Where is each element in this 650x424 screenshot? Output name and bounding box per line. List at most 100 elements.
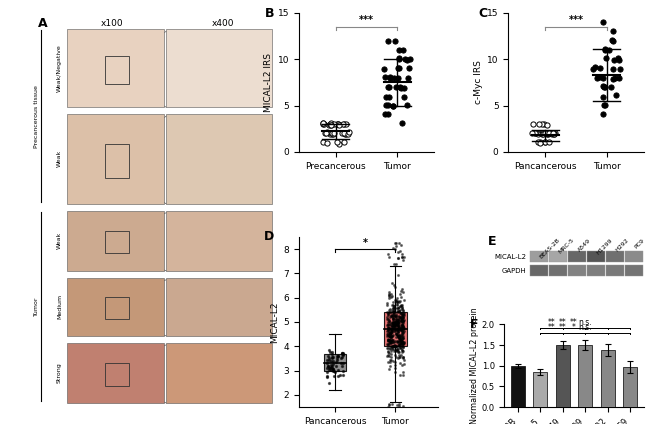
- Point: [326, 351, 337, 357]
- Point: [335, 354, 346, 361]
- Text: x100: x100: [101, 19, 124, 28]
- Point: [405, 56, 415, 63]
- Point: [383, 324, 393, 331]
- Point: [549, 131, 560, 137]
- Point: [610, 75, 620, 81]
- Point: [393, 348, 403, 354]
- Point: [385, 359, 395, 366]
- Point: [393, 401, 404, 407]
- Bar: [384, 312, 407, 346]
- Text: **: **: [559, 318, 567, 327]
- Point: [385, 333, 395, 340]
- Point: [391, 260, 401, 267]
- Point: [396, 301, 407, 308]
- Point: [391, 310, 401, 317]
- Point: [395, 354, 405, 360]
- Point: [395, 336, 405, 343]
- Point: [332, 121, 342, 128]
- Point: [393, 305, 403, 312]
- Point: [391, 347, 402, 354]
- Point: [394, 332, 404, 339]
- Point: [398, 323, 408, 329]
- Point: [385, 318, 395, 325]
- Point: [537, 130, 547, 137]
- Point: [389, 317, 400, 324]
- Point: [393, 332, 404, 338]
- Point: [397, 315, 408, 322]
- Point: [608, 57, 619, 64]
- Point: [597, 111, 608, 118]
- Point: [397, 340, 408, 346]
- Bar: [623, 367, 637, 407]
- Point: [322, 139, 333, 146]
- Point: [384, 338, 394, 344]
- Point: [387, 293, 397, 300]
- Point: [326, 120, 336, 127]
- Point: [397, 306, 408, 312]
- Point: [394, 333, 404, 340]
- Point: [326, 366, 336, 373]
- Point: [396, 345, 406, 352]
- Point: [392, 338, 402, 344]
- Point: [387, 343, 398, 350]
- Point: [615, 66, 625, 73]
- Point: [395, 335, 405, 342]
- Bar: [105, 231, 129, 254]
- Point: [398, 94, 409, 100]
- Text: H292: H292: [615, 237, 630, 253]
- Point: [398, 329, 408, 336]
- Point: [396, 301, 406, 308]
- Text: A549: A549: [577, 237, 592, 252]
- Point: [396, 351, 406, 358]
- Point: [528, 120, 538, 127]
- Point: [395, 84, 405, 90]
- Point: [395, 290, 405, 297]
- Point: [394, 402, 404, 409]
- Point: [396, 333, 407, 340]
- Point: [394, 65, 404, 72]
- Y-axis label: c-Myc IRS: c-Myc IRS: [474, 60, 483, 104]
- Point: [538, 131, 548, 137]
- Point: [543, 139, 554, 146]
- Point: [386, 350, 396, 357]
- Point: [391, 314, 402, 321]
- Point: [394, 315, 404, 322]
- Point: [396, 338, 407, 344]
- Point: [398, 357, 409, 363]
- Point: [391, 297, 401, 304]
- Point: [391, 318, 401, 324]
- Point: [386, 338, 396, 345]
- Point: [389, 326, 400, 333]
- Point: [393, 338, 403, 345]
- Point: [326, 131, 337, 137]
- Point: [326, 363, 337, 369]
- Point: [398, 344, 408, 351]
- Point: [384, 254, 394, 261]
- Point: [389, 338, 400, 345]
- Point: [389, 321, 400, 327]
- Point: [404, 65, 414, 72]
- Point: [393, 355, 403, 362]
- Point: [383, 332, 393, 338]
- Point: [393, 308, 404, 315]
- Point: [397, 312, 408, 319]
- Point: [547, 131, 557, 137]
- Text: **: **: [547, 323, 555, 332]
- Point: [387, 320, 397, 326]
- Point: [397, 338, 408, 345]
- Point: [387, 316, 398, 323]
- Point: [322, 365, 332, 371]
- Point: [392, 298, 402, 305]
- Point: [387, 337, 398, 344]
- Point: [384, 330, 395, 337]
- Point: [384, 84, 394, 91]
- Point: [388, 324, 398, 331]
- Point: [393, 325, 403, 332]
- Point: [339, 139, 350, 145]
- Point: [387, 322, 397, 329]
- Bar: [511, 365, 525, 407]
- Point: [389, 323, 399, 329]
- Bar: [166, 211, 272, 271]
- Point: [382, 321, 393, 327]
- Point: [595, 74, 605, 81]
